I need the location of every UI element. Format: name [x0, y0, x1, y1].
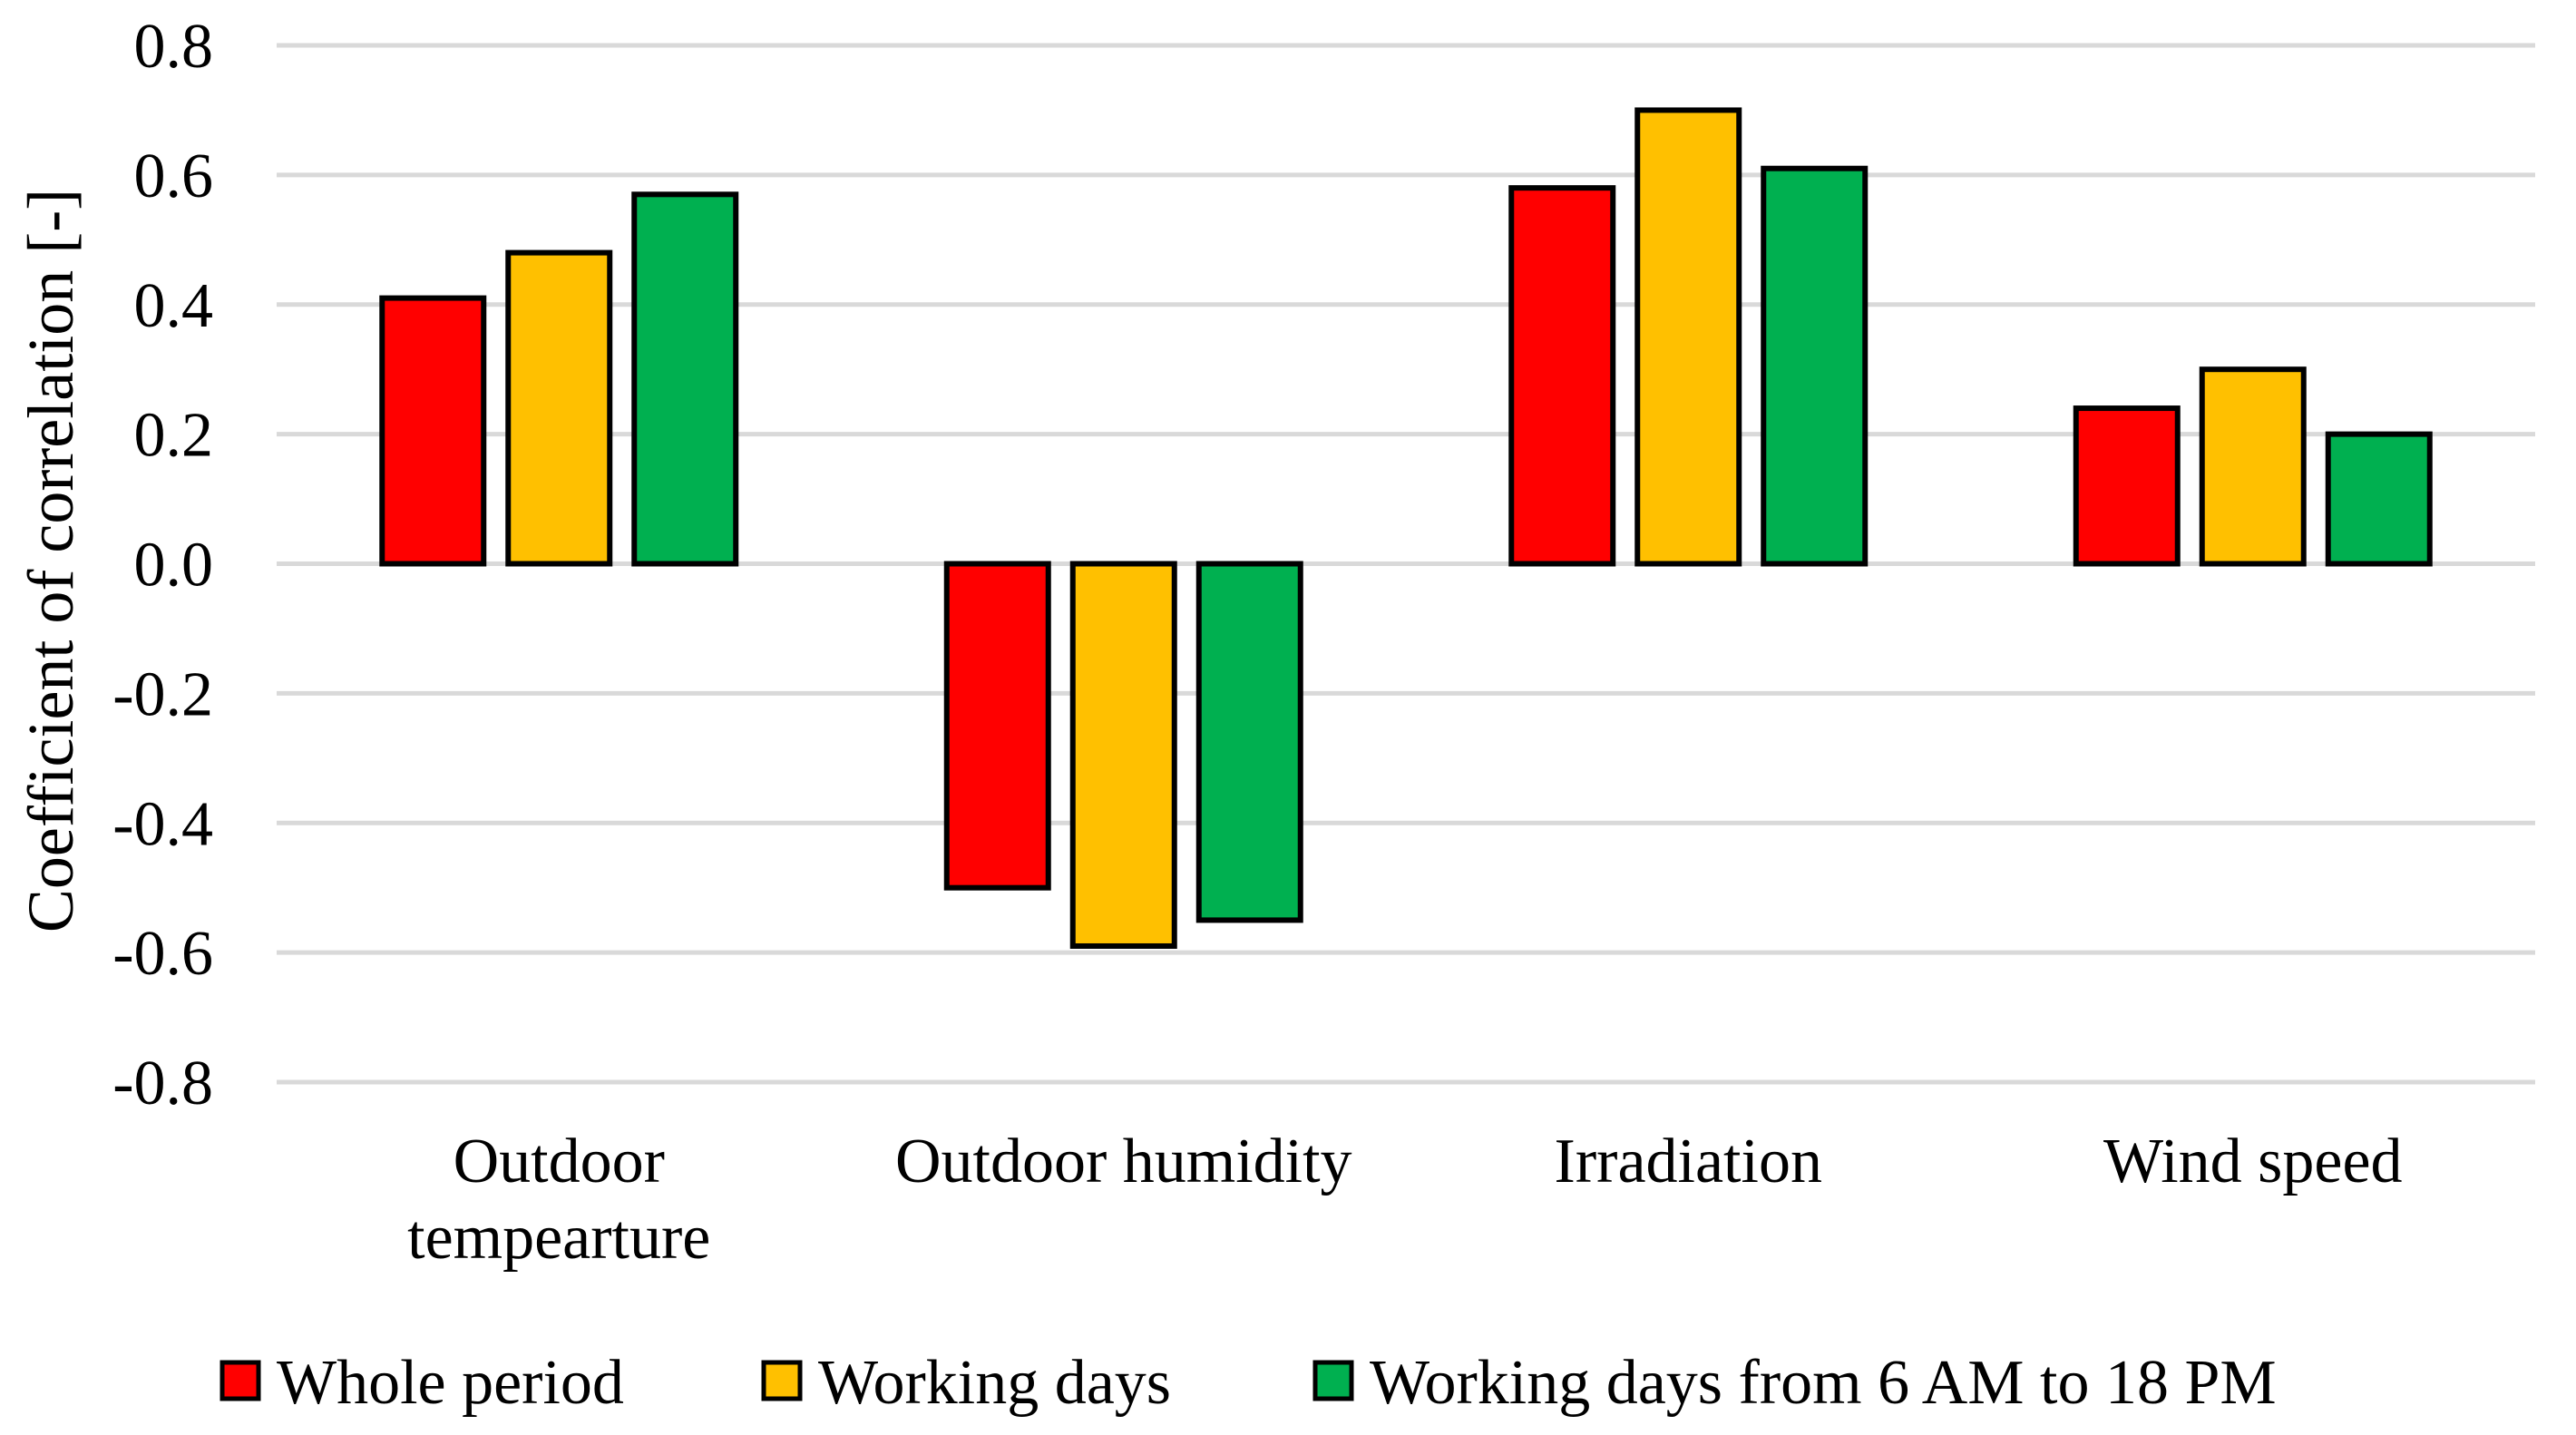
- bar-3-3: [1761, 165, 1869, 567]
- bars: [379, 107, 2433, 949]
- gridlines: [277, 43, 2535, 1085]
- bar-2-3: [1634, 107, 1742, 567]
- bar-2-2: [1069, 561, 1177, 949]
- y-tick-label: 0.0: [134, 531, 214, 600]
- bar-1-3: [1508, 185, 1616, 567]
- category-label: Irradiation: [1555, 1127, 1822, 1196]
- bar-3-1: [631, 191, 739, 567]
- y-tick-label: -0.4: [112, 789, 213, 859]
- y-tick-label: -0.8: [112, 1049, 213, 1118]
- legend-label: Working days: [818, 1348, 1171, 1418]
- bar-1-2: [943, 561, 1051, 891]
- bar-1-4: [2073, 405, 2181, 567]
- category-label: Outdoor humidity: [895, 1127, 1352, 1196]
- bar-3-4: [2325, 431, 2433, 567]
- category-label: Outdoor: [454, 1127, 665, 1196]
- legend-swatch: [1312, 1360, 1354, 1401]
- category-label: Wind speed: [2103, 1127, 2403, 1196]
- legend-label: Whole period: [277, 1348, 624, 1418]
- category-labels: Outdoor tempearture Outdoor humidity Irradi…: [407, 1127, 2402, 1273]
- y-tick-label: 0.8: [134, 12, 214, 82]
- bar-1-1: [379, 295, 487, 567]
- bar-3-2: [1195, 561, 1303, 923]
- legend: Whole period Working days Working days fro…: [220, 1348, 2277, 1418]
- bar-2-1: [505, 249, 613, 567]
- legend-swatch: [761, 1360, 803, 1401]
- y-axis-tick-labels: 0.8 0.6 0.4 0.2 0.0 -0.2 -0.4 -0.6 -0.8: [112, 12, 213, 1118]
- legend-swatch: [220, 1360, 261, 1401]
- bar-2-4: [2199, 366, 2307, 567]
- y-tick-label: 0.6: [134, 142, 214, 211]
- y-tick-label: 0.2: [134, 401, 214, 471]
- y-tick-label: 0.4: [134, 271, 214, 341]
- legend-label: Working days from 6 AM to 18 PM: [1370, 1348, 2277, 1418]
- y-tick-label: -0.2: [112, 659, 213, 729]
- category-label: tempearture: [407, 1203, 710, 1273]
- y-tick-label: -0.6: [112, 919, 213, 989]
- y-axis-title: Coefficient of correlation [-]: [15, 189, 87, 932]
